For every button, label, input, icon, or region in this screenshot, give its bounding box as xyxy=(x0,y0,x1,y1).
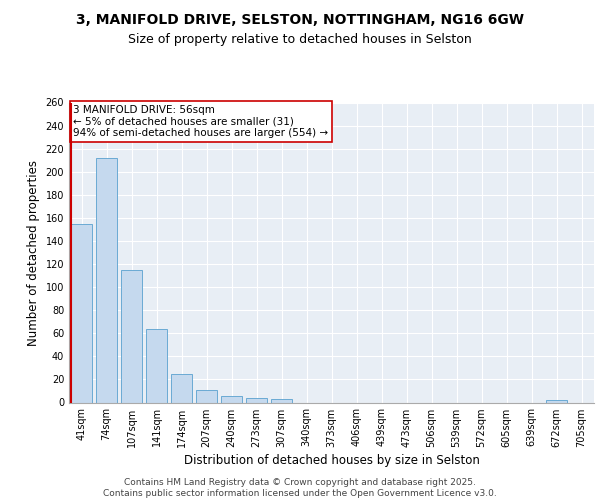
Y-axis label: Number of detached properties: Number of detached properties xyxy=(27,160,40,346)
X-axis label: Distribution of detached houses by size in Selston: Distribution of detached houses by size … xyxy=(184,454,479,467)
Bar xyxy=(546,400,567,402)
Text: Contains HM Land Registry data © Crown copyright and database right 2025.
Contai: Contains HM Land Registry data © Crown c… xyxy=(103,478,497,498)
Bar xyxy=(96,158,117,402)
Bar xyxy=(271,399,292,402)
Bar xyxy=(121,270,142,402)
Bar xyxy=(146,328,167,402)
Bar xyxy=(196,390,217,402)
Bar xyxy=(221,396,242,402)
Bar xyxy=(71,224,92,402)
Text: 3, MANIFOLD DRIVE, SELSTON, NOTTINGHAM, NG16 6GW: 3, MANIFOLD DRIVE, SELSTON, NOTTINGHAM, … xyxy=(76,12,524,26)
Text: Size of property relative to detached houses in Selston: Size of property relative to detached ho… xyxy=(128,32,472,46)
Bar xyxy=(246,398,267,402)
Text: 3 MANIFOLD DRIVE: 56sqm
← 5% of detached houses are smaller (31)
94% of semi-det: 3 MANIFOLD DRIVE: 56sqm ← 5% of detached… xyxy=(73,105,329,138)
Bar xyxy=(171,374,192,402)
